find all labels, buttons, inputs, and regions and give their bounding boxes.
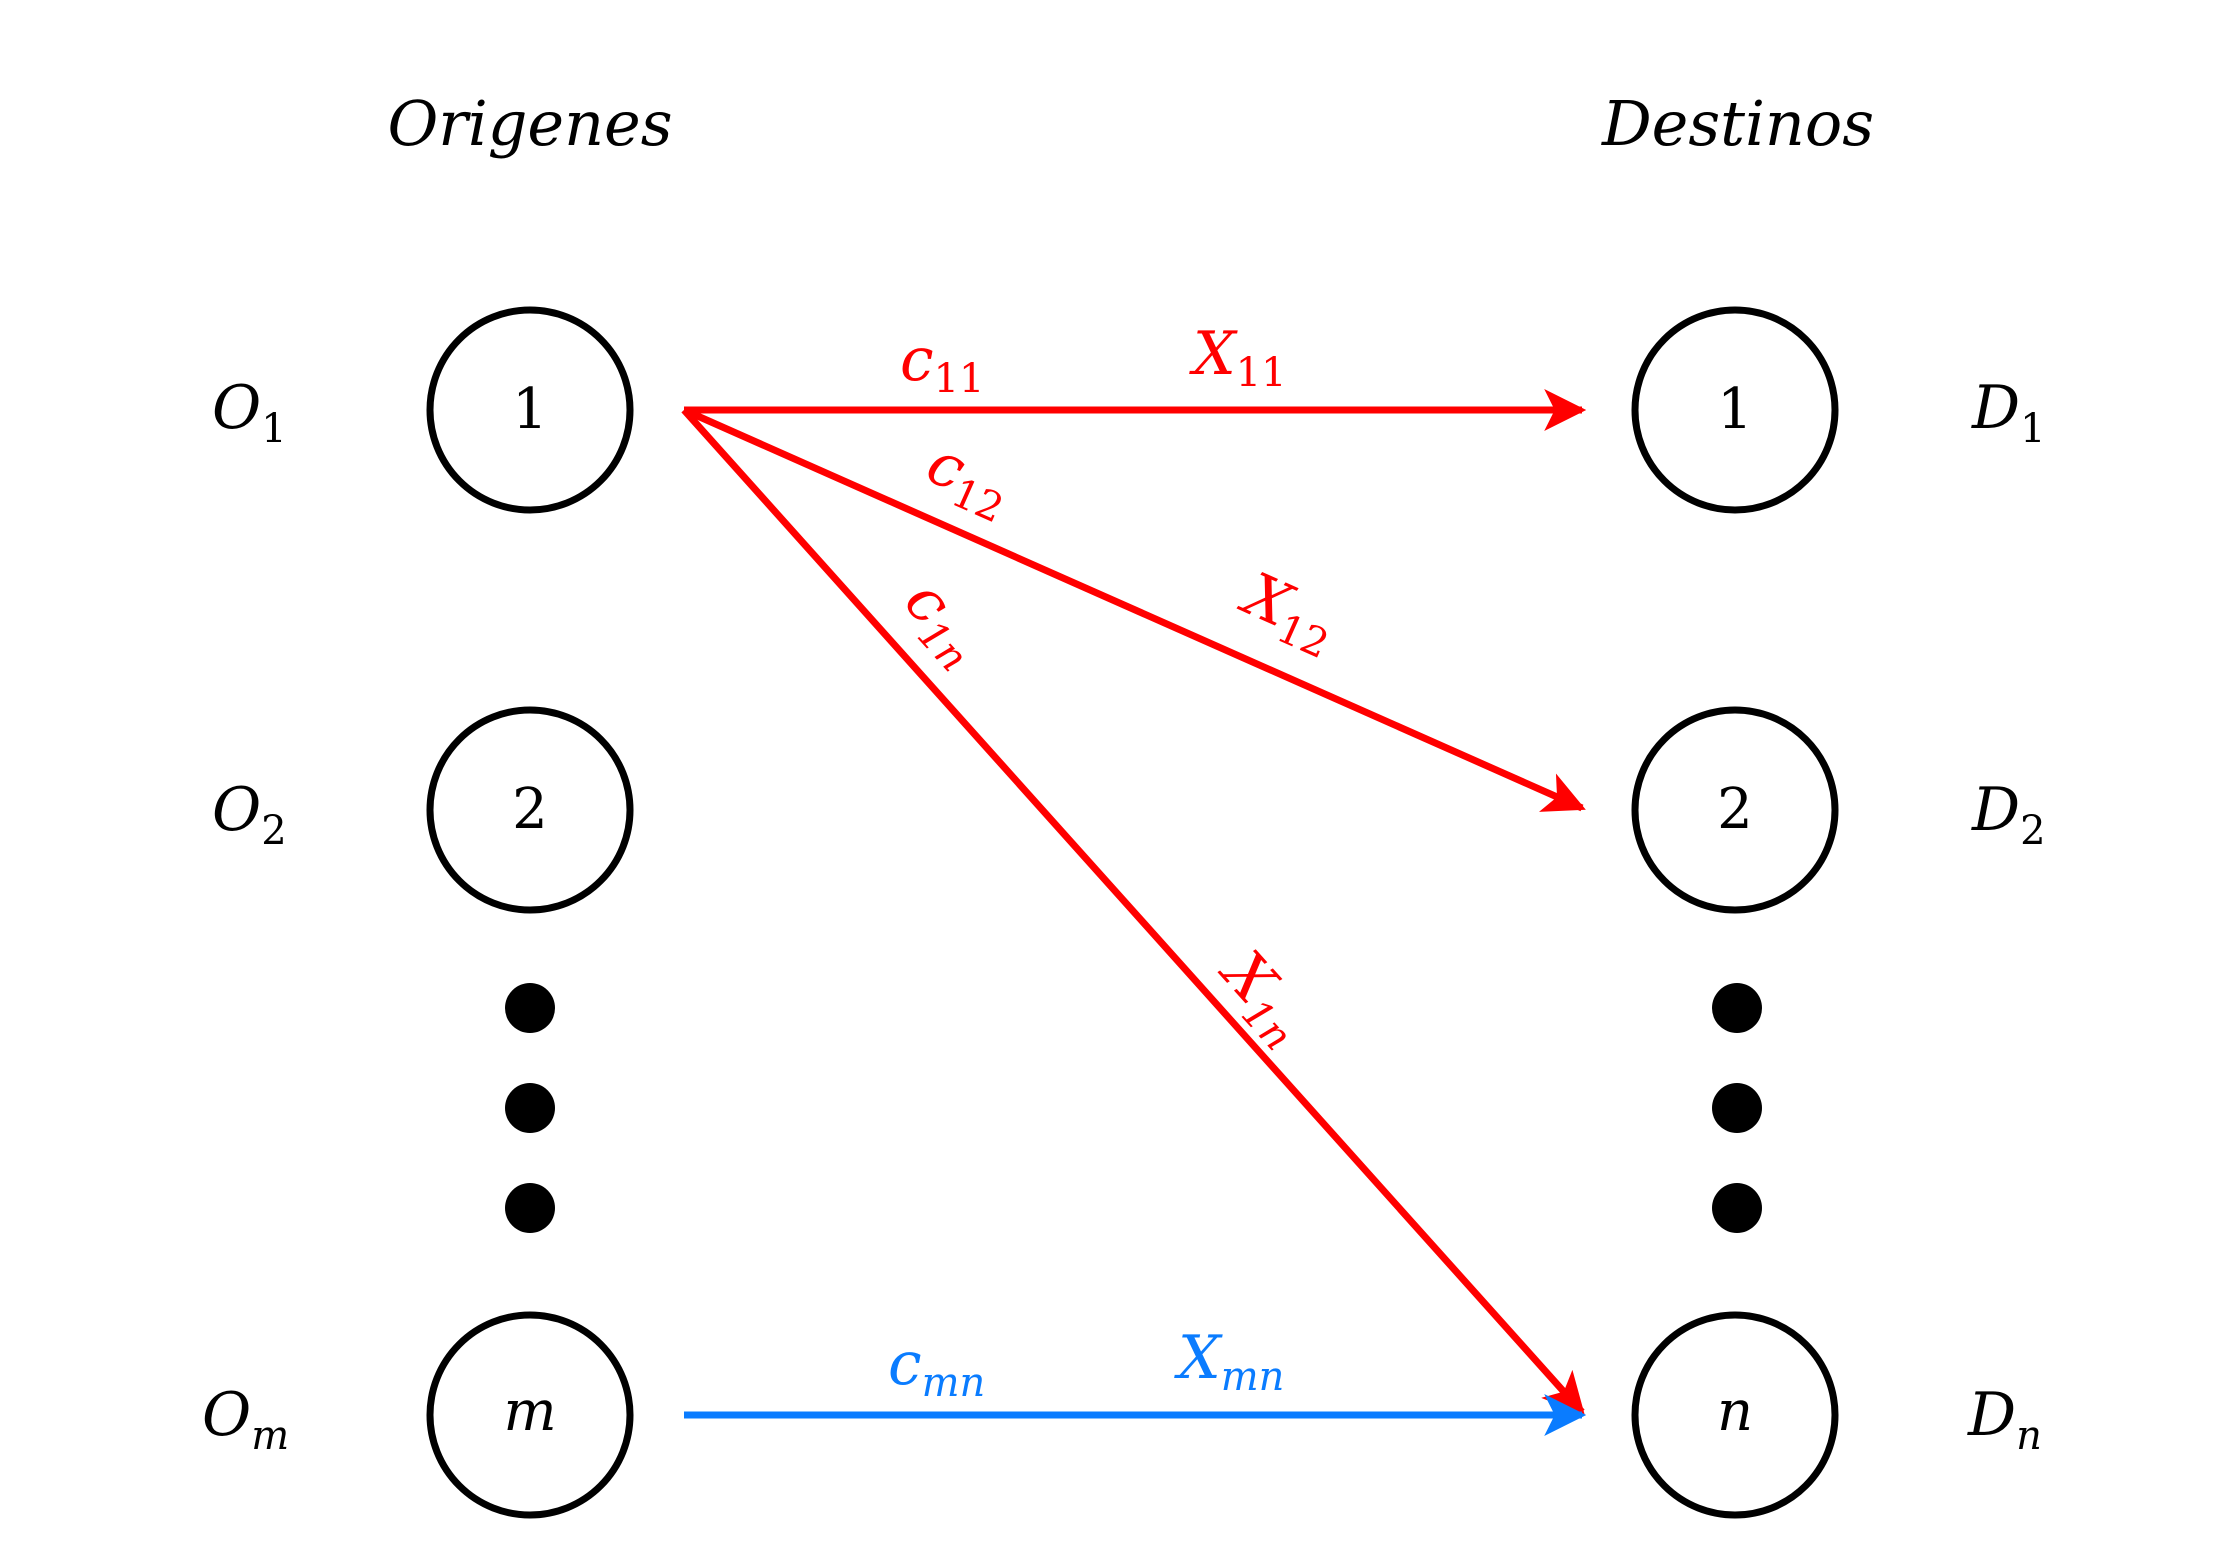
destination-label-2: D2 <box>1971 775 2046 854</box>
destination-node-2: 2 <box>1631 706 1839 914</box>
destination-node-n: n <box>1631 1311 1839 1519</box>
origins-header: Origenes <box>387 87 672 160</box>
svg-text:2: 2 <box>1717 777 1753 842</box>
origin-node-m: m <box>426 1311 634 1519</box>
origin-node-1: 1 <box>426 306 634 514</box>
destination-label-1: D1 <box>1971 373 2046 452</box>
edge-1-n-arrow <box>681 407 1585 1416</box>
svg-text:X12: X12 <box>1227 558 1348 668</box>
origin-ellipsis <box>505 983 555 1233</box>
svg-text:n: n <box>1717 1379 1753 1444</box>
edge-1-n-cost: c1n <box>886 566 1000 681</box>
edge-1-1-cost: c11 <box>900 325 985 402</box>
svg-text:m: m <box>503 1379 556 1444</box>
destination-label-n: Dn <box>1967 1380 2042 1459</box>
svg-text:c1n: c1n <box>886 566 1000 681</box>
edge-m-n-cost: cmn <box>888 1329 985 1406</box>
destination-node-1: 1 <box>1631 306 1839 514</box>
svg-text:2: 2 <box>512 777 548 842</box>
svg-text:X1n: X1n <box>1201 935 1324 1059</box>
origin-node-2: 2 <box>426 706 634 914</box>
edge-m-n-flow: Xmn <box>1174 1323 1284 1400</box>
edge-1-2-arrow <box>682 406 1586 812</box>
origin-label-m: Om <box>202 1380 289 1459</box>
destination-ellipsis <box>1712 983 1762 1233</box>
edge-1-2-flow: X12 <box>1227 558 1348 668</box>
edge-1-n-flow: X1n <box>1201 935 1324 1059</box>
svg-text:1: 1 <box>1717 377 1753 442</box>
destinations-header: Destinos <box>1601 87 1874 160</box>
origin-label-2: O2 <box>212 775 287 854</box>
edge-1-1-flow: X11 <box>1189 319 1287 396</box>
svg-text:1: 1 <box>512 377 548 442</box>
origin-label-1: O1 <box>212 373 287 452</box>
